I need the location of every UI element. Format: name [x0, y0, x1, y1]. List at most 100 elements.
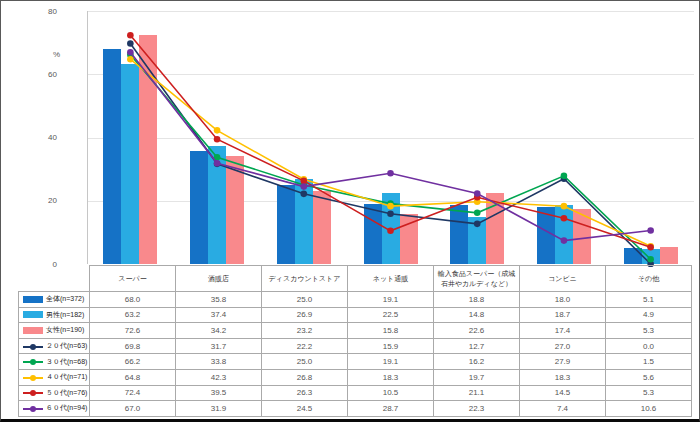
- data-table: スーパー酒販店ディスカウントストアネット通販輸入食品スーパー（成城石井やカルディ…: [18, 265, 692, 417]
- column-header: コンビニ: [520, 266, 606, 292]
- value-cell: 18.3: [520, 369, 606, 385]
- chart-data-table: スーパー酒販店ディスカウントストアネット通販輸入食品スーパー（成城石井やカルディ…: [18, 265, 692, 417]
- value-cell: 35.8: [176, 292, 262, 308]
- value-cell: 0.0: [606, 338, 692, 354]
- legend-item: ５０代(n=76): [19, 385, 90, 401]
- value-cell: 12.7: [434, 338, 520, 354]
- table-row: 男性(n=182) 63.237.426.922.514.818.74.9: [19, 307, 692, 323]
- value-cell: 22.6: [434, 323, 520, 339]
- column-header: その他: [606, 266, 692, 292]
- value-cell: 18.8: [434, 292, 520, 308]
- legend-item: 男性(n=182): [19, 307, 90, 323]
- value-cell: 18.0: [520, 292, 606, 308]
- value-cell: 39.5: [176, 385, 262, 401]
- value-cell: 19.1: [348, 354, 434, 370]
- chart-frame: % 020406080 スーパー酒販店ディスカウントストアネット通販輸入食品スー…: [0, 0, 700, 422]
- value-cell: 26.8: [262, 369, 348, 385]
- legend-item: ６０代(n=94): [19, 401, 90, 417]
- legend-marker-dot: [30, 359, 36, 365]
- data-point: [387, 203, 394, 210]
- value-cell: 10.6: [606, 401, 692, 417]
- value-cell: 37.4: [176, 307, 262, 323]
- data-point: [474, 190, 481, 197]
- value-cell: 7.4: [520, 401, 606, 417]
- value-cell: 64.8: [90, 369, 176, 385]
- table-row: ３０代(n=68)66.233.825.019.116.227.91.5: [19, 354, 692, 370]
- value-cell: 16.2: [434, 354, 520, 370]
- value-cell: 24.5: [262, 401, 348, 417]
- value-cell: 22.2: [262, 338, 348, 354]
- column-header: ネット通販: [348, 266, 434, 292]
- value-cell: 34.2: [176, 323, 262, 339]
- value-cell: 31.9: [176, 401, 262, 417]
- data-point: [474, 210, 481, 217]
- legend-marker-dot: [30, 406, 36, 412]
- legend-line-swatch: [23, 405, 43, 412]
- value-cell: 17.4: [520, 323, 606, 339]
- legend-bar-swatch: [23, 296, 43, 303]
- value-cell: 72.6: [90, 323, 176, 339]
- data-point: [647, 227, 654, 234]
- series-label: 男性(n=182): [46, 310, 84, 320]
- data-point: [561, 173, 568, 180]
- chart-area: % 020406080: [1, 1, 699, 267]
- data-point: [387, 210, 394, 217]
- value-cell: 5.1: [606, 292, 692, 308]
- table-row: ６０代(n=94)67.031.924.528.722.37.410.6: [19, 401, 692, 417]
- value-cell: 22.5: [348, 307, 434, 323]
- value-cell: 25.0: [262, 292, 348, 308]
- value-cell: 28.7: [348, 401, 434, 417]
- data-point: [127, 32, 134, 39]
- table-row: ５０代(n=76)72.439.526.310.521.114.55.3: [19, 385, 692, 401]
- value-cell: 26.3: [262, 385, 348, 401]
- value-cell: 68.0: [90, 292, 176, 308]
- legend-line-swatch: [23, 374, 43, 381]
- legend-item: 女性(n=190): [19, 323, 90, 339]
- value-cell: 4.9: [606, 307, 692, 323]
- data-point: [127, 40, 134, 47]
- value-cell: 26.9: [262, 307, 348, 323]
- value-cell: 14.8: [434, 307, 520, 323]
- legend-bar-swatch: [23, 311, 43, 318]
- value-cell: 19.7: [434, 369, 520, 385]
- value-cell: 5.6: [606, 369, 692, 385]
- line-plot-overlay: [1, 1, 699, 267]
- legend-item: ３０代(n=68): [19, 354, 90, 370]
- value-cell: 10.5: [348, 385, 434, 401]
- data-point: [387, 228, 394, 235]
- value-cell: 72.4: [90, 385, 176, 401]
- column-header: ディスカウントストア: [262, 266, 348, 292]
- value-cell: 69.8: [90, 338, 176, 354]
- value-cell: 5.3: [606, 323, 692, 339]
- data-point: [300, 178, 307, 185]
- data-point: [214, 127, 221, 134]
- value-cell: 31.7: [176, 338, 262, 354]
- legend-marker-dot: [30, 390, 36, 396]
- table-corner-blank: [19, 266, 90, 292]
- value-cell: 63.2: [90, 307, 176, 323]
- series-label: ２０代(n=63): [46, 341, 87, 351]
- table-row: ２０代(n=63)69.831.722.215.912.727.00.0: [19, 338, 692, 354]
- value-cell: 5.3: [606, 385, 692, 401]
- value-cell: 19.1: [348, 292, 434, 308]
- value-cell: 66.2: [90, 354, 176, 370]
- data-point: [214, 136, 221, 143]
- series-label: 女性(n=190): [46, 325, 84, 335]
- value-cell: 27.0: [520, 338, 606, 354]
- data-point: [561, 237, 568, 244]
- value-cell: 33.8: [176, 354, 262, 370]
- value-cell: 18.7: [520, 307, 606, 323]
- value-cell: 25.0: [262, 354, 348, 370]
- value-cell: 15.9: [348, 338, 434, 354]
- data-point: [561, 215, 568, 222]
- table-row: 女性(n=190)72.634.223.215.822.617.45.3: [19, 323, 692, 339]
- value-cell: 18.3: [348, 369, 434, 385]
- data-point: [561, 203, 568, 210]
- value-cell: 21.1: [434, 385, 520, 401]
- data-point: [127, 49, 134, 56]
- legend-marker-dot: [30, 344, 36, 350]
- legend-line-swatch: [23, 343, 43, 350]
- series-label: 全体(n=372): [46, 294, 84, 304]
- series-label: ６０代(n=94): [46, 403, 87, 413]
- data-point: [647, 256, 654, 263]
